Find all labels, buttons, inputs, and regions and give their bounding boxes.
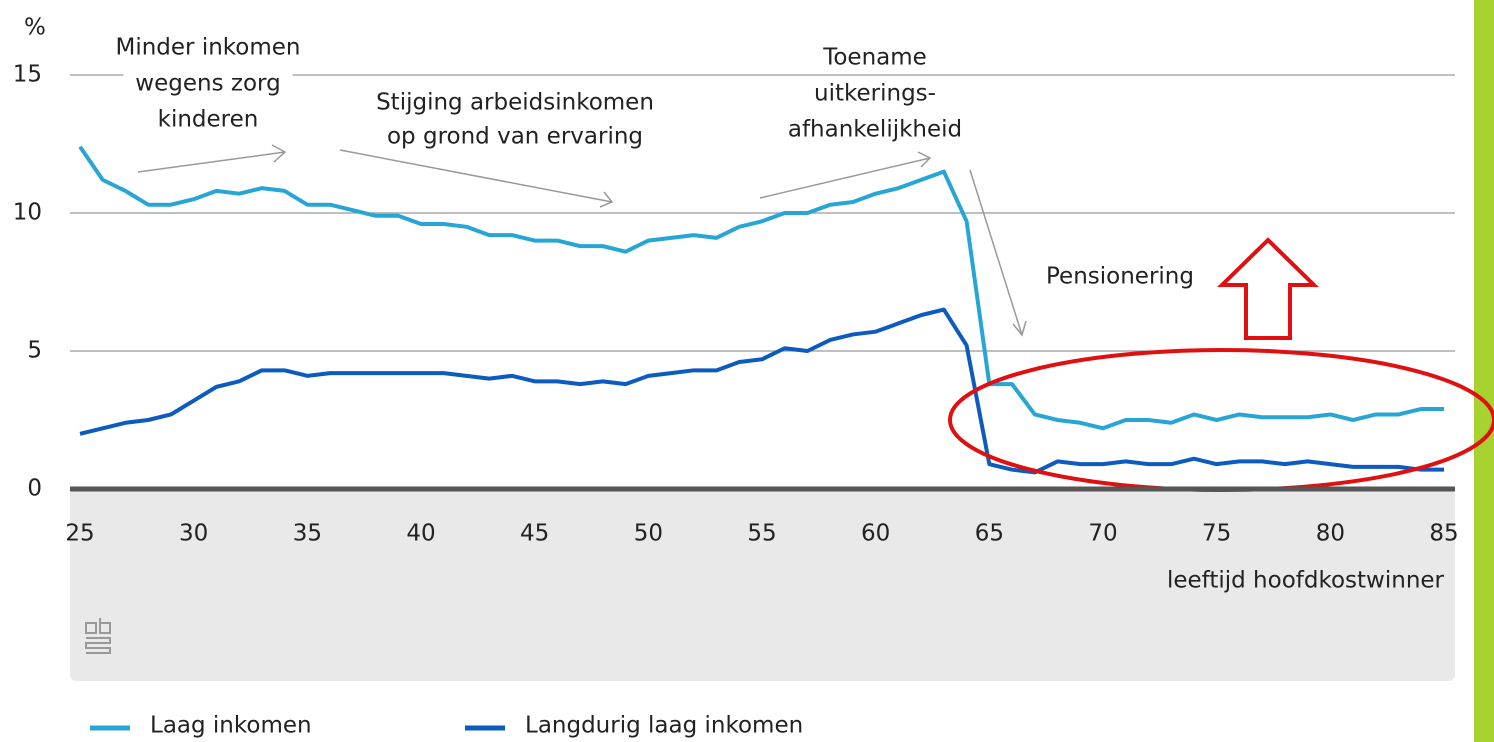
y-tick-label: 5	[27, 338, 42, 364]
x-tick-label: 40	[406, 521, 435, 547]
x-tick-label: 35	[293, 521, 322, 547]
annotation: op grond van ervaring	[387, 124, 643, 150]
x-axis-label: leeftijd hoofdkostwinner	[1167, 568, 1445, 594]
y-unit: %	[24, 15, 46, 41]
arrow	[969, 169, 1027, 337]
annotation-bg	[802, 80, 948, 107]
x-tick-label: 85	[1429, 521, 1458, 547]
cbs-logo	[85, 618, 111, 654]
grid	[70, 74, 1455, 490]
x-tick-label: 25	[65, 521, 94, 547]
arrows	[137, 144, 1027, 337]
x-tick-label: 65	[975, 521, 1004, 547]
line-series	[78, 145, 1444, 431]
x-tick-label: 75	[1202, 521, 1231, 547]
y-tick-label: 0	[27, 476, 42, 502]
annotation-bg	[145, 106, 271, 133]
annotation-bg	[374, 123, 656, 150]
axis-panel	[70, 489, 1455, 681]
y-tick-label: 10	[13, 200, 42, 226]
annotation-bg	[364, 89, 666, 116]
side-bar	[1474, 0, 1494, 742]
arrow	[339, 149, 614, 208]
annotation-bg	[1034, 263, 1206, 290]
annotation: uitkerings-	[814, 81, 936, 107]
annotation-bg	[775, 116, 975, 143]
x-tick-label: 70	[1088, 521, 1117, 547]
legend-label: Langdurig laag inkomen	[525, 713, 803, 739]
logo	[85, 618, 111, 654]
highlight	[948, 237, 1494, 492]
annotation-bg	[810, 44, 939, 71]
annotation-bg	[123, 70, 293, 97]
annotation: Pensionering	[1046, 264, 1194, 290]
annotation: wegens zorg	[135, 71, 280, 97]
x-tick-label: 50	[634, 521, 663, 547]
plot	[78, 145, 1444, 475]
annotation: Minder inkomen	[116, 35, 301, 61]
arrow	[759, 151, 932, 199]
annotation: kinderen	[158, 107, 259, 133]
annotation: afhankelijkheid	[788, 117, 962, 143]
highlight-arrow	[1217, 237, 1319, 340]
x-tick-label: 80	[1316, 521, 1345, 547]
annotation: Toename	[822, 45, 927, 71]
x-tick-label: 55	[747, 521, 776, 547]
x-tick-label: 30	[179, 521, 208, 547]
x-tick-label: 45	[520, 521, 549, 547]
legend-label: Laag inkomen	[150, 713, 312, 739]
annotation: Stijging arbeidsinkomen	[376, 90, 654, 116]
arrow	[137, 144, 287, 173]
x-tick-label: 60	[861, 521, 890, 547]
line-series	[79, 307, 1444, 475]
annotation-bg	[103, 34, 313, 61]
y-tick-label: 15	[13, 62, 42, 88]
